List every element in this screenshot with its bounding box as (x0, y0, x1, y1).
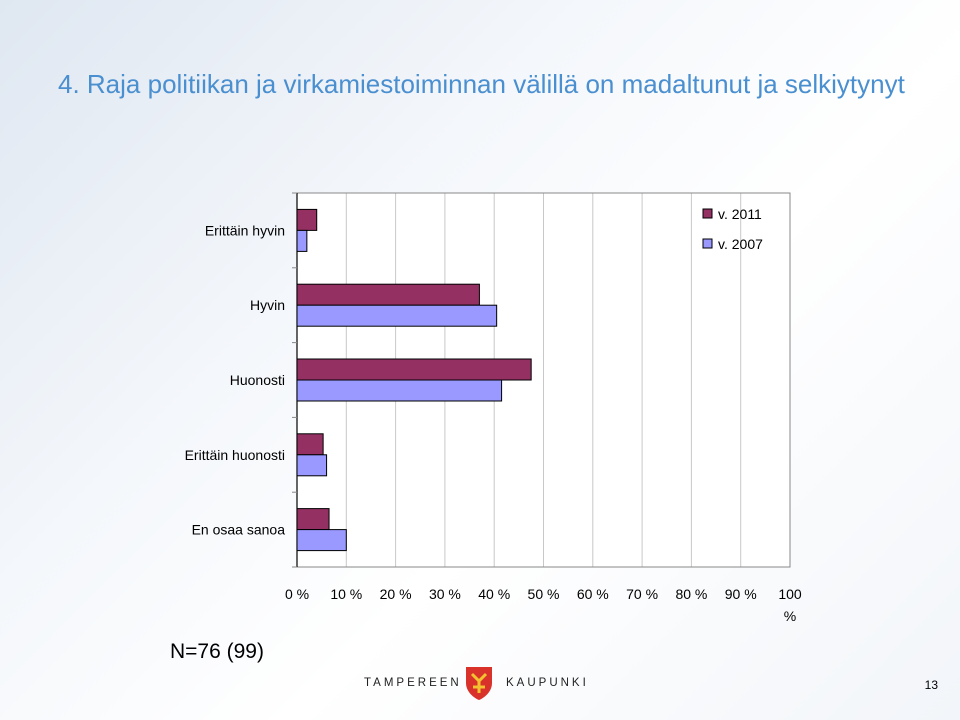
bar-v2011 (296, 208, 318, 231)
bar-v2011 (296, 283, 480, 306)
legend-swatch (702, 208, 713, 219)
x-tick-label: 80 % (675, 586, 707, 602)
bar-v2007 (296, 229, 308, 252)
category-label: Huonosti (230, 372, 285, 388)
x-tick-label: 60 % (577, 586, 609, 602)
legend-swatch (702, 238, 713, 249)
x-tick-label: 0 % (285, 586, 309, 602)
bar-v2007 (296, 529, 347, 552)
x-tick-label: 30 % (429, 586, 461, 602)
x-tick-label: 10 % (330, 586, 362, 602)
tampere-crest-icon (466, 667, 492, 700)
city-logo: TAMPEREEN KAUPUNKI (364, 665, 604, 701)
category-label: Erittäin hyvin (205, 222, 285, 238)
page-number: 13 (924, 678, 938, 692)
x-tick-label: 40 % (478, 586, 510, 602)
sample-size-note: N=76 (99) (170, 640, 264, 663)
category-label: En osaa sanoa (192, 522, 286, 538)
logo-text-right: KAUPUNKI (506, 677, 589, 689)
x-tick-label: 20 % (380, 586, 412, 602)
bar-v2011 (296, 508, 330, 531)
chart-labels: 0 % 10 % 20 % 30 % 40 % 50 % 60 % 70 % 80 % 90 % 1… (185, 222, 802, 624)
slide-title: 4. Raja politiikan ja virkamiestoiminnan… (58, 69, 905, 99)
x-tick-label: 90 % (725, 586, 757, 602)
chart-legend: v. 2011 v. 2007 (702, 206, 763, 252)
category-label: Hyvin (250, 297, 285, 313)
bar-v2011 (296, 358, 532, 381)
logo-text-left: TAMPEREEN (364, 677, 462, 689)
chart-bars (296, 208, 532, 552)
category-label: Erittäin huonosti (185, 447, 285, 463)
x-tick-label: 70 % (626, 586, 658, 602)
legend-label: v. 2007 (718, 236, 763, 252)
bar-v2007 (296, 304, 498, 327)
legend-label: v. 2011 (718, 206, 762, 222)
bar-v2007 (296, 379, 503, 402)
x-tick-label: 100% (778, 586, 802, 624)
bar-v2007 (296, 454, 328, 477)
bar-v2011 (296, 433, 324, 456)
x-tick-label: 50 % (528, 586, 560, 602)
